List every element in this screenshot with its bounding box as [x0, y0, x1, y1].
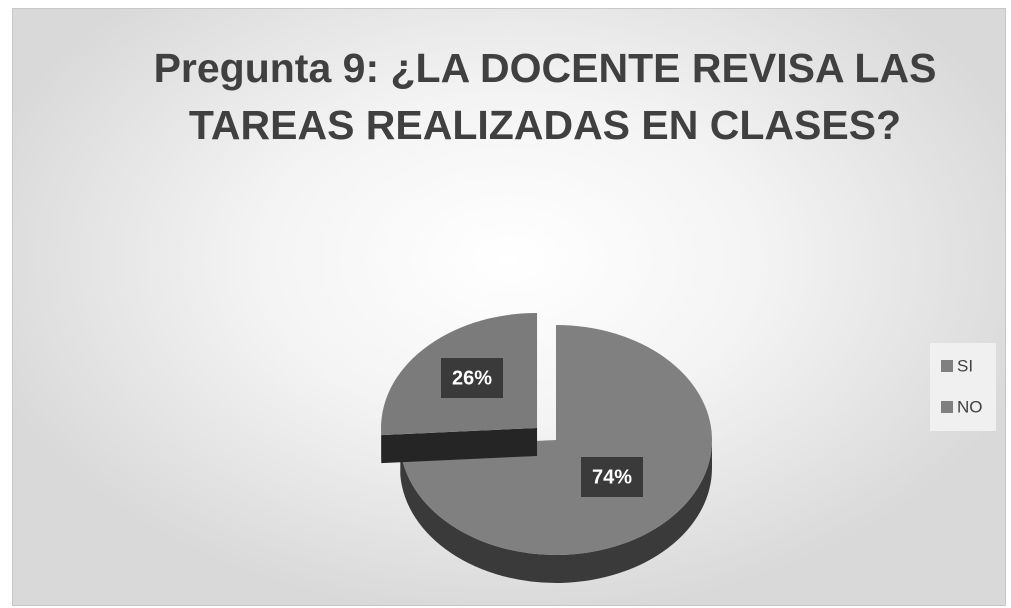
legend-label: SI — [957, 356, 973, 375]
legend-swatch — [941, 360, 953, 372]
legend-swatch — [941, 401, 953, 413]
slice-face — [381, 427, 538, 464]
legend-box — [930, 343, 996, 431]
data-label: 26% — [452, 367, 492, 389]
data-label-box — [441, 358, 503, 398]
legend-label: NO — [957, 397, 983, 416]
chart-title: Pregunta 9: ¿LA DOCENTE REVISA LAS TAREA… — [153, 45, 937, 148]
data-label: 74% — [592, 466, 632, 488]
pie-slice — [400, 325, 712, 555]
data-label-box — [581, 457, 643, 497]
slice-side — [400, 440, 712, 584]
